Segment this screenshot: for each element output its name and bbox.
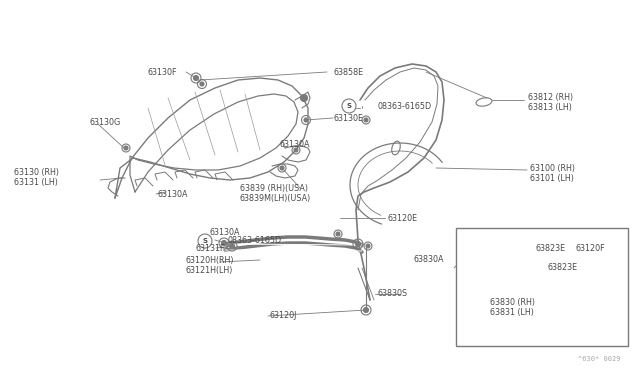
Circle shape <box>364 118 368 122</box>
Text: 63120J: 63120J <box>270 311 298 321</box>
Text: 63830 (RH): 63830 (RH) <box>490 298 535 307</box>
Text: 63120F: 63120F <box>576 244 605 253</box>
Circle shape <box>124 146 128 150</box>
Text: 63130 (RH): 63130 (RH) <box>14 167 59 176</box>
Circle shape <box>198 234 212 248</box>
Text: 63830A: 63830A <box>414 256 445 264</box>
Text: 08363-6165D: 08363-6165D <box>378 102 432 110</box>
Text: 63100 (RH): 63100 (RH) <box>530 164 575 173</box>
Circle shape <box>366 244 370 248</box>
Text: 63831 (LH): 63831 (LH) <box>490 308 534 317</box>
Circle shape <box>488 250 493 254</box>
Circle shape <box>301 94 307 102</box>
Circle shape <box>304 118 308 122</box>
Text: 63823E: 63823E <box>548 263 578 273</box>
Text: 63130A: 63130A <box>210 228 241 237</box>
Circle shape <box>342 99 356 113</box>
Text: 63813 (LH): 63813 (LH) <box>528 103 572 112</box>
Text: 63812 (RH): 63812 (RH) <box>528 93 573 102</box>
Circle shape <box>280 166 284 170</box>
Text: 63130A: 63130A <box>158 189 189 199</box>
Text: 63101 (LH): 63101 (LH) <box>530 173 574 183</box>
Text: 63130G: 63130G <box>90 118 121 126</box>
Text: 63121H(LH): 63121H(LH) <box>185 266 232 275</box>
Text: S: S <box>202 238 207 244</box>
Circle shape <box>364 308 369 312</box>
Circle shape <box>559 270 564 276</box>
Text: 63130E: 63130E <box>333 113 363 122</box>
Text: 63830S: 63830S <box>378 289 408 298</box>
Text: 63823E: 63823E <box>536 244 566 253</box>
Text: 63131F: 63131F <box>196 244 225 253</box>
Text: 63120E: 63120E <box>388 214 418 222</box>
Circle shape <box>355 241 360 247</box>
Circle shape <box>294 148 298 152</box>
Circle shape <box>200 82 204 86</box>
Text: 63120H(RH): 63120H(RH) <box>185 256 234 264</box>
Text: S: S <box>346 103 351 109</box>
Circle shape <box>230 244 234 248</box>
FancyBboxPatch shape <box>456 228 628 346</box>
Text: 63130A: 63130A <box>280 140 310 148</box>
Text: 08363-6165D: 08363-6165D <box>228 235 282 244</box>
Text: 63131 (LH): 63131 (LH) <box>14 177 58 186</box>
Circle shape <box>336 232 340 236</box>
Text: 63130F: 63130F <box>148 67 177 77</box>
Text: 63858E: 63858E <box>333 67 363 77</box>
Text: 63839M(LH)(USA): 63839M(LH)(USA) <box>240 193 311 202</box>
Circle shape <box>193 76 198 80</box>
Text: 63839 (RH)(USA): 63839 (RH)(USA) <box>240 183 308 192</box>
Text: ^630* 0029: ^630* 0029 <box>577 356 620 362</box>
Circle shape <box>221 241 227 246</box>
